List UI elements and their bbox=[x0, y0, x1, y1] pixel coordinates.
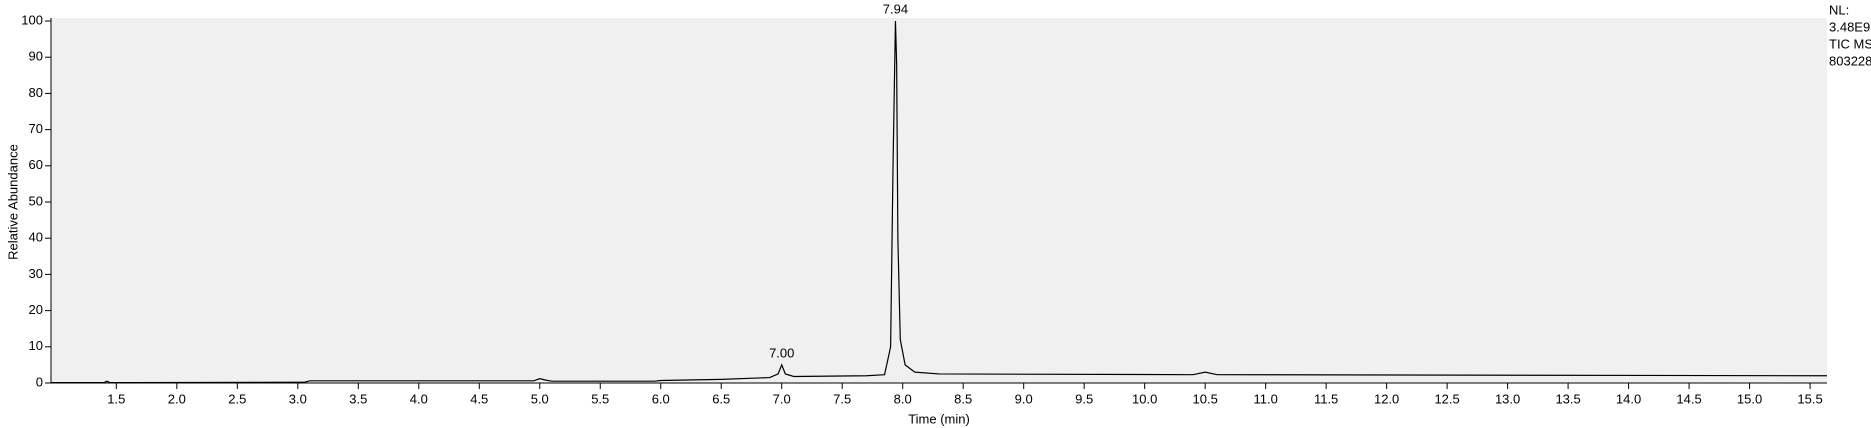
peak-label: 7.94 bbox=[883, 1, 908, 16]
x-tick-label: 6.0 bbox=[652, 391, 670, 406]
peak-label: 7.00 bbox=[769, 345, 794, 360]
header-note: 3.48E9 bbox=[1829, 19, 1870, 34]
y-tick-label: 20 bbox=[29, 302, 43, 317]
y-tick-label: 30 bbox=[29, 266, 43, 281]
y-axis-label: Relative Abundance bbox=[5, 144, 20, 260]
x-tick-label: 9.5 bbox=[1075, 391, 1093, 406]
x-tick-label: 15.5 bbox=[1797, 391, 1822, 406]
header-note: TIC MS bbox=[1829, 36, 1871, 51]
x-tick-label: 4.0 bbox=[410, 391, 428, 406]
x-tick-label: 11.0 bbox=[1253, 391, 1277, 406]
y-tick-label: 90 bbox=[29, 49, 43, 64]
x-tick-label: 10.0 bbox=[1132, 391, 1157, 406]
trace bbox=[51, 20, 1828, 384]
y-tick-label: 100 bbox=[21, 12, 43, 27]
x-tick-label: 14.0 bbox=[1616, 391, 1641, 406]
y-tick-label: 70 bbox=[29, 121, 43, 136]
x-tick-label: 13.5 bbox=[1555, 391, 1580, 406]
x-axis-label: Time (min) bbox=[908, 411, 970, 426]
header-note: 803228 bbox=[1829, 53, 1871, 68]
x-tick-label: 7.5 bbox=[833, 391, 851, 406]
y-tick-label: 0 bbox=[36, 374, 43, 389]
x-tick-label: 15.0 bbox=[1737, 391, 1762, 406]
y-tick-label: 80 bbox=[29, 85, 43, 100]
y-tick-label: 60 bbox=[29, 157, 43, 172]
x-tick-label: 1.5 bbox=[107, 391, 125, 406]
header-note: NL: bbox=[1829, 2, 1849, 17]
x-tick-label: 14.5 bbox=[1676, 391, 1701, 406]
x-tick-label: 8.0 bbox=[894, 391, 912, 406]
x-tick-label: 5.5 bbox=[591, 391, 609, 406]
y-tick-label: 50 bbox=[29, 193, 43, 208]
x-tick-label: 12.5 bbox=[1434, 391, 1459, 406]
x-tick-label: 5.0 bbox=[531, 391, 549, 406]
y-tick-label: 10 bbox=[29, 338, 43, 353]
x-tick-label: 7.0 bbox=[773, 391, 791, 406]
x-tick-label: 11.5 bbox=[1314, 391, 1338, 406]
x-tick-label: 10.5 bbox=[1193, 391, 1218, 406]
x-tick-label: 2.0 bbox=[168, 391, 186, 406]
plot-area bbox=[51, 18, 1827, 383]
x-tick-label: 13.0 bbox=[1495, 391, 1520, 406]
x-tick-label: 6.5 bbox=[712, 391, 730, 406]
x-tick-label: 3.0 bbox=[289, 391, 307, 406]
y-tick-label: 40 bbox=[29, 230, 43, 245]
x-tick-label: 2.5 bbox=[228, 391, 246, 406]
x-tick-label: 12.0 bbox=[1374, 391, 1399, 406]
x-tick-label: 9.0 bbox=[1015, 391, 1033, 406]
x-tick-label: 8.5 bbox=[954, 391, 972, 406]
x-tick-label: 3.5 bbox=[349, 391, 367, 406]
x-tick-label: 4.5 bbox=[470, 391, 488, 406]
